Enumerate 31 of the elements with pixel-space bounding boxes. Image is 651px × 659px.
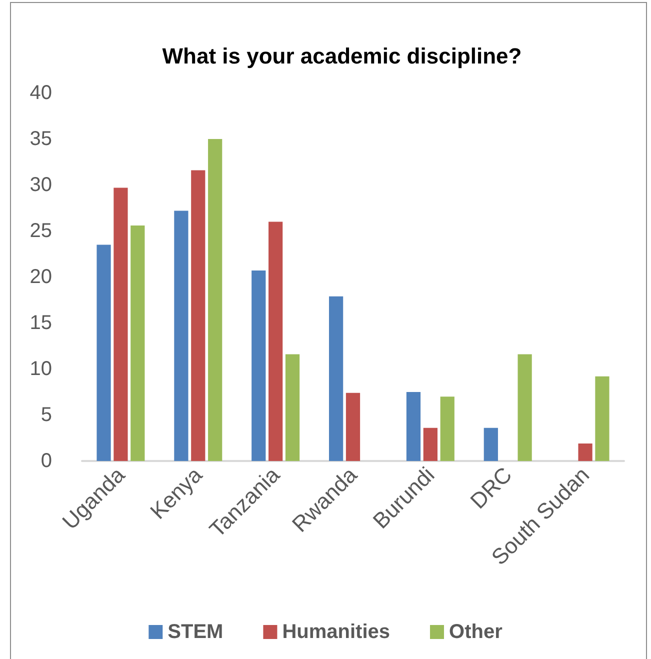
bar	[440, 396, 454, 461]
bar	[252, 270, 266, 461]
legend-label: Humanities	[282, 621, 390, 643]
bar	[208, 139, 222, 461]
bar	[595, 376, 610, 461]
bar	[484, 428, 498, 461]
legend-label: Other	[449, 621, 503, 643]
y-tick-label: 35	[30, 128, 52, 150]
bar	[328, 296, 344, 461]
y-tick-label: 10	[30, 358, 52, 380]
bar	[96, 244, 111, 461]
y-tick-label: 25	[30, 220, 52, 242]
bar	[191, 170, 206, 461]
bar	[268, 222, 283, 461]
y-tick-label: 15	[30, 312, 52, 334]
y-tick-label: 5	[40, 404, 52, 426]
bar	[285, 354, 300, 461]
y-tick-label: 0	[40, 450, 52, 472]
bar	[346, 392, 360, 461]
bar	[578, 444, 592, 461]
bar	[518, 354, 532, 461]
y-tick-label: 20	[30, 266, 52, 288]
bar	[406, 392, 421, 461]
chart-title: What is your academic discipline?	[162, 44, 522, 68]
bar	[174, 210, 188, 461]
bar	[114, 188, 128, 461]
legend-label: STEM	[168, 621, 224, 643]
bar	[423, 428, 438, 461]
bar	[130, 225, 145, 461]
y-tick-label: 40	[30, 82, 52, 104]
y-tick-label: 30	[30, 174, 52, 196]
